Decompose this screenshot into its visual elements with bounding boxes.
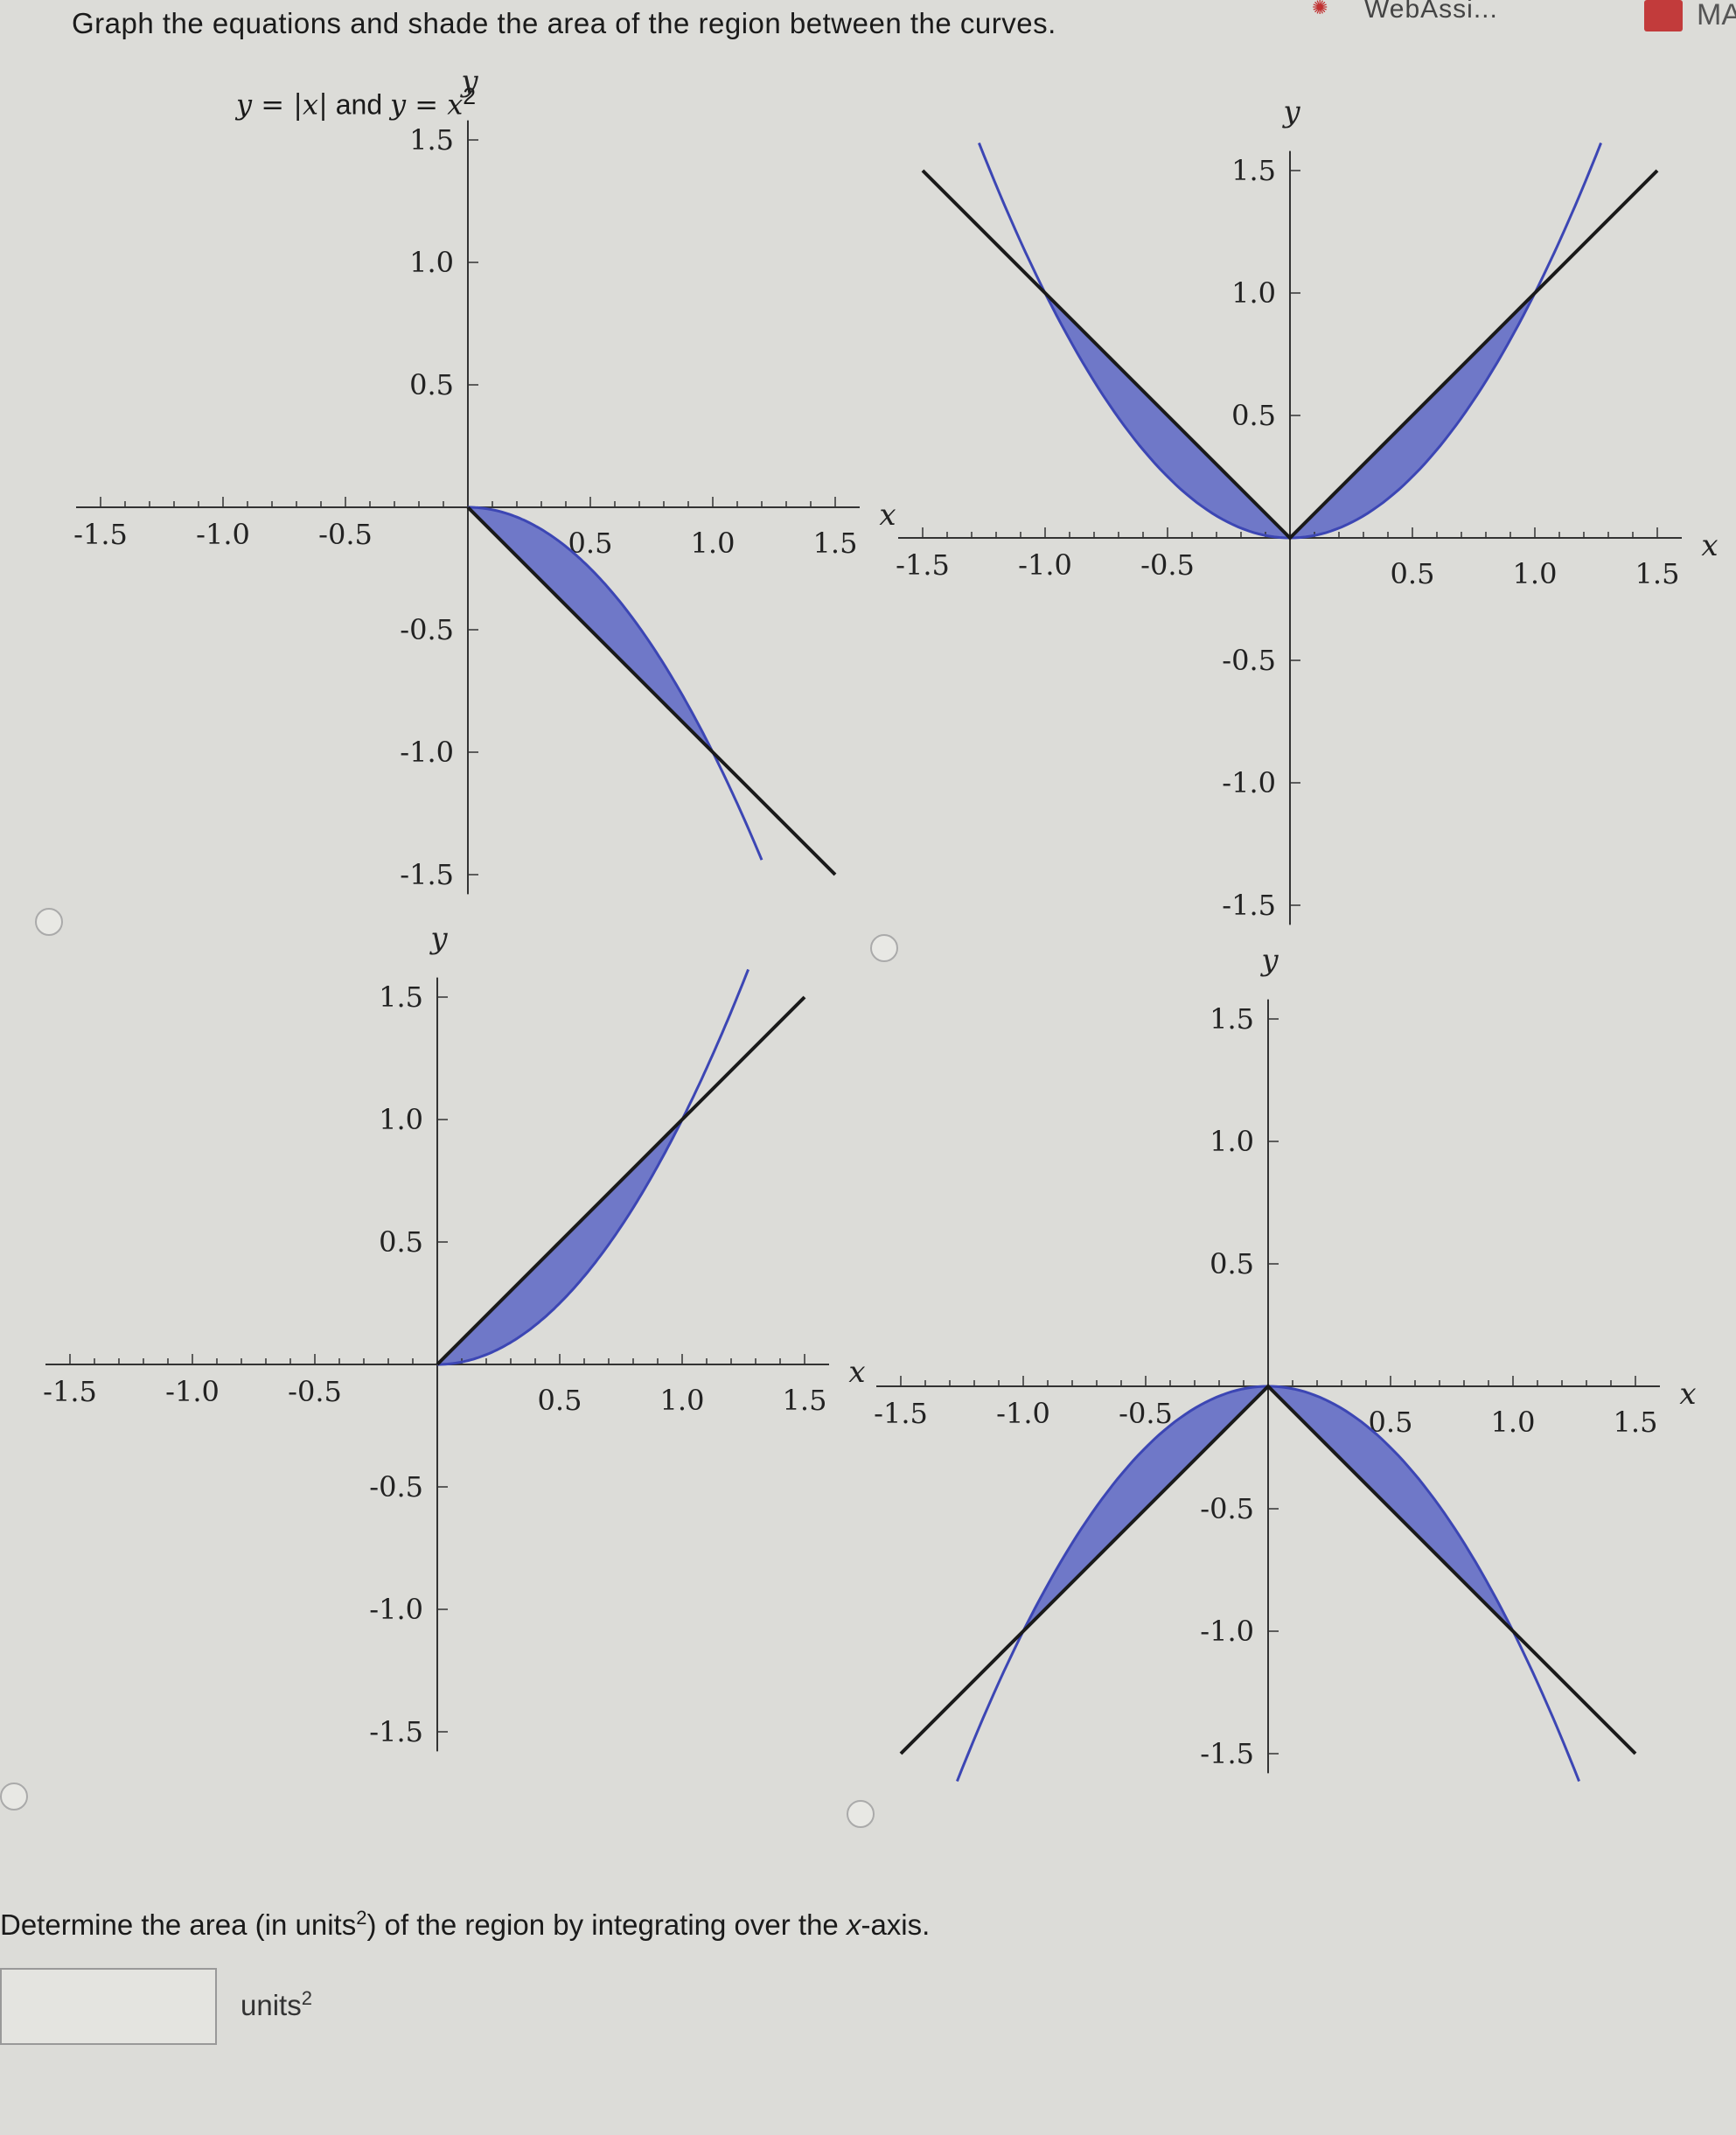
prompt-variable: x (846, 1908, 861, 1941)
y-tick-label: 1.5 (1210, 1002, 1254, 1036)
x-tick-label: 0.5 (1391, 557, 1435, 590)
prompt-exponent: 2 (356, 1907, 367, 1929)
x-tick-label: 1.0 (1513, 557, 1558, 590)
y-tick-label: 1.0 (379, 1103, 423, 1136)
x-tick-label: 1.5 (813, 527, 858, 560)
prompt-after: ) of the region by integrating over the (366, 1908, 847, 1941)
radio-option-c[interactable] (0, 1783, 28, 1811)
units-text: units (241, 1989, 302, 2021)
x-axis-name: x (848, 1355, 865, 1390)
x-tick-label: 1.0 (660, 1384, 705, 1417)
x-axis-name: x (879, 498, 896, 533)
webassign-logo-icon: ✺ (1312, 0, 1328, 18)
x-tick-label: -0.5 (1140, 548, 1195, 582)
linear-curve (436, 995, 806, 1366)
y-tick-label: -1.5 (1200, 1737, 1254, 1770)
equation-right-exponent: 2 (463, 83, 477, 109)
x-tick-label: -0.5 (288, 1375, 342, 1408)
y-tick-label: -1.5 (1222, 889, 1276, 922)
y-tick-label: -1.5 (400, 858, 454, 891)
chart-svg: -1.5 -1.0 -0.5 0.5 1.0 1.5 1.5 1.0 0.5 -0.5 -1.0 -1… (896, 94, 1719, 925)
graph-option-a: -1.5 -1.0 -0.5 0.5 1.0 1.5 1.5 1.0 0.5 -0.5 -1.0 -1… (73, 64, 896, 997)
radio-option-a[interactable] (35, 908, 63, 936)
units-exponent: 2 (301, 1987, 312, 2009)
y-tick-label: 1.5 (409, 123, 454, 157)
x-tick-label: 1.0 (1491, 1406, 1536, 1439)
x-tick-label: 1.0 (691, 527, 736, 560)
app-label: MA (1697, 0, 1736, 31)
parabola-curve (437, 968, 749, 1366)
y-tick-label: -0.5 (369, 1470, 423, 1504)
x-tick-label: 0.5 (538, 1384, 582, 1417)
prompt-before: Determine the area (in units (0, 1908, 357, 1941)
prompt-end: -axis. (861, 1908, 931, 1941)
x-tick-label: -1.0 (165, 1375, 220, 1408)
radio-option-d[interactable] (847, 1800, 875, 1828)
y-tick-label: -1.5 (369, 1715, 423, 1748)
y-tick-label: 1.0 (409, 246, 454, 279)
x-tick-label: -1.5 (874, 1397, 928, 1430)
y-tick-label: 1.0 (1210, 1125, 1254, 1158)
x-axis-name: x (1679, 1377, 1696, 1412)
linear-curve (899, 1384, 1637, 1755)
graph-option-d: -1.5 -1.0 -0.5 0.5 1.0 1.5 1.5 1.0 0.5 -0.5 -1.0 -1… (874, 943, 1697, 1876)
x-tick-label: 1.5 (1614, 1406, 1658, 1439)
chart-svg: -1.5 -1.0 -0.5 0.5 1.0 1.5 1.5 1.0 0.5 -0.5 -1.0 -1… (43, 921, 866, 1752)
top-bar: ✺ WebAssi... MA (0, 0, 1736, 31)
units-label: units2 (241, 1987, 312, 2022)
x-tick-label: -1.0 (1018, 548, 1072, 582)
app-icon[interactable] (1644, 0, 1683, 31)
y-tick-label: -1.0 (369, 1593, 423, 1626)
x-tick-label: -1.5 (896, 548, 950, 582)
y-axis-name: y (1259, 943, 1279, 978)
y-tick-label: 1.5 (1231, 154, 1276, 187)
x-tick-label: 1.5 (783, 1384, 827, 1417)
y-tick-label: 1.0 (1231, 276, 1276, 310)
y-tick-label: -0.5 (1222, 644, 1276, 677)
x-axis-name: x (1701, 528, 1718, 563)
question-text: Graph the equations and shade the area o… (72, 7, 1056, 39)
linear-curve (921, 169, 1659, 541)
parabola-curve (468, 506, 763, 861)
x-tick-label: -0.5 (318, 518, 373, 551)
area-answer-input[interactable] (0, 1968, 217, 2045)
radio-option-b[interactable] (870, 934, 898, 962)
y-tick-label: 1.5 (379, 980, 423, 1014)
answer-prompt: Determine the area (in units2) of the re… (0, 1907, 930, 1942)
equation-join: and (327, 88, 391, 121)
y-tick-label: -1.0 (1200, 1615, 1254, 1648)
x-tick-label: -1.0 (196, 518, 250, 551)
y-tick-label: 0.5 (379, 1225, 423, 1259)
linear-curve (466, 506, 837, 876)
equation: y = |x| and y = x2 (236, 83, 476, 122)
x-tick-label: 1.5 (1635, 557, 1680, 590)
y-tick-label: 0.5 (1210, 1247, 1254, 1280)
x-tick-label: -0.5 (1119, 1397, 1173, 1430)
equation-left: y = |x| (236, 87, 328, 122)
y-tick-label: 0.5 (1231, 399, 1276, 432)
chart-svg: -1.5 -1.0 -0.5 0.5 1.0 1.51.51.00.5-0.5-1.0-1… (73, 64, 896, 895)
graph-option-c: -1.5 -1.0 -0.5 0.5 1.0 1.5 1.5 1.0 0.5 -0.5 -1.0 -1… (43, 921, 866, 1854)
y-tick-label: -1.0 (1222, 766, 1276, 799)
y-tick-label: -0.5 (1200, 1492, 1254, 1525)
x-tick-label: -1.0 (996, 1397, 1050, 1430)
x-tick-label: -1.5 (43, 1375, 97, 1408)
y-axis-name: y (1281, 94, 1300, 129)
x-tick-label: -1.5 (73, 518, 128, 551)
chart-svg: -1.5 -1.0 -0.5 0.5 1.0 1.51.51.00.5-0.5-1.0-1… (874, 943, 1697, 1783)
y-tick-label: -1.0 (400, 736, 454, 769)
equation-right: y = x (390, 87, 464, 122)
graph-option-b: -1.5 -1.0 -0.5 0.5 1.0 1.5 1.5 1.0 0.5 -0.5 -1.0 -1… (896, 94, 1719, 1028)
y-tick-label: 0.5 (409, 368, 454, 401)
brand-label: WebAssi... (1364, 0, 1498, 24)
y-axis-name: y (459, 64, 478, 99)
y-axis-name: y (429, 921, 448, 956)
y-tick-label: -0.5 (400, 613, 454, 646)
